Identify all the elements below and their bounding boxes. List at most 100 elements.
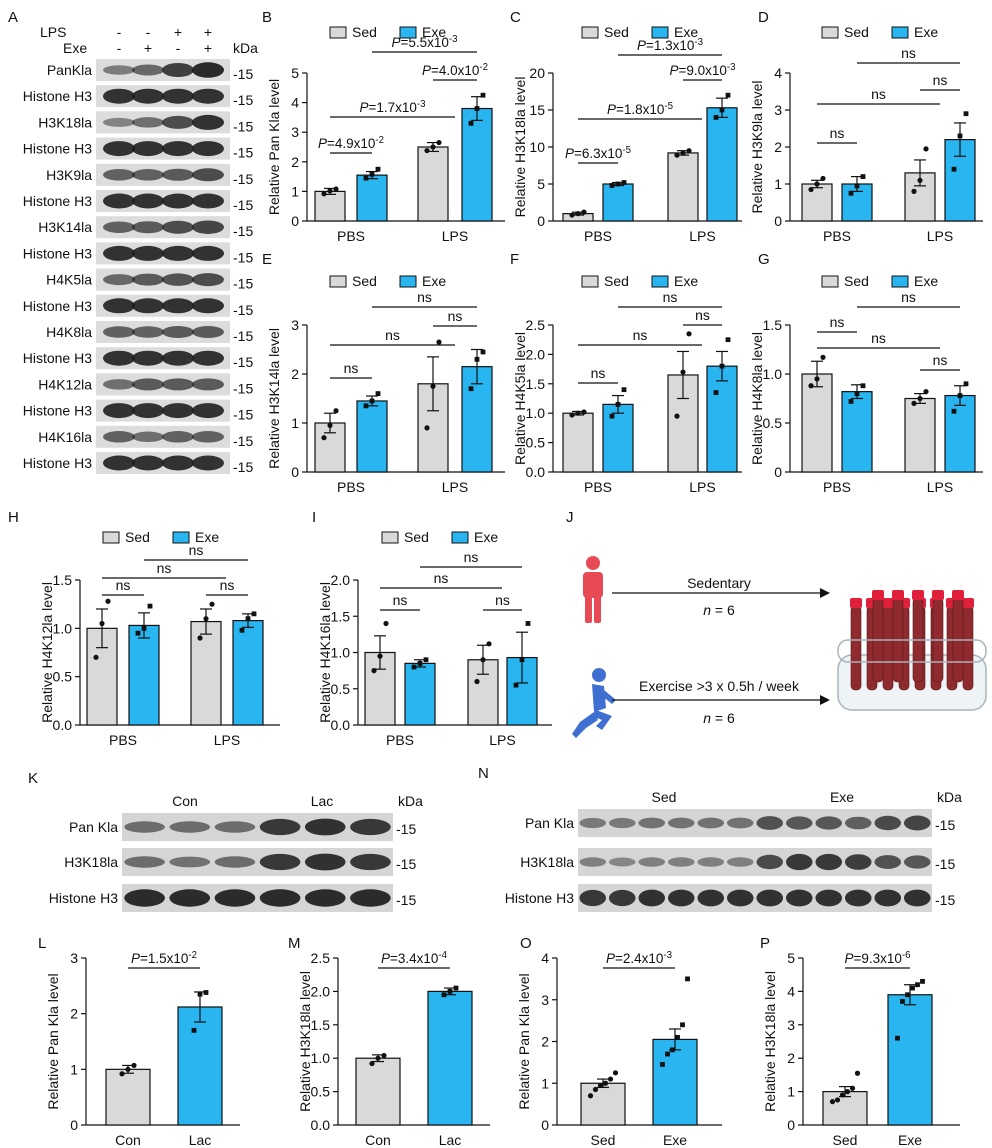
panel-label: L xyxy=(38,935,46,952)
y-tick-label: 1.5 xyxy=(331,608,351,624)
data-point xyxy=(719,107,725,113)
x-category-label: PBS xyxy=(337,228,365,244)
data-point xyxy=(820,354,826,360)
y-tick-label: 10 xyxy=(529,139,545,155)
legend-swatch-exe xyxy=(891,275,909,288)
data-point xyxy=(411,664,417,670)
chart-d: Sed Exe 0 1 2 3 4 Relative H3K9la level PBS LPS ns… xyxy=(749,24,983,244)
legend-label-exe: Exe xyxy=(474,529,498,545)
blot-band xyxy=(103,245,135,261)
blot-band xyxy=(259,818,301,836)
data-point xyxy=(363,175,369,181)
data-point xyxy=(674,413,680,419)
blot-row-label: Histone H3 xyxy=(23,88,92,104)
data-point xyxy=(844,1089,851,1095)
blot-k: Con Lac kDa Pan Kla -15 H3K18la -15 Histone H3 -… xyxy=(49,793,423,912)
data-point xyxy=(675,1034,680,1040)
data-point xyxy=(480,92,486,98)
data-point xyxy=(321,435,327,441)
x-category-label: PBS xyxy=(109,732,137,748)
blot-row-label: H4K5la xyxy=(46,272,92,288)
kda-marker: -15 xyxy=(396,892,416,908)
ns-label: ns xyxy=(116,577,131,593)
y-axis-label: Relative Pan Kla level xyxy=(45,973,61,1109)
data-point xyxy=(814,376,820,382)
blot-band xyxy=(162,141,194,157)
legend-swatch-exe xyxy=(651,275,669,288)
data-point xyxy=(951,166,957,172)
blot-band xyxy=(132,403,164,419)
data-point xyxy=(369,1060,375,1067)
legend-swatch-exe xyxy=(891,26,909,39)
y-tick-label: 4 xyxy=(774,65,782,81)
legend-label-exe: Exe xyxy=(914,273,938,289)
data-point xyxy=(327,422,333,429)
data-point xyxy=(911,400,917,406)
y-axis-label: Relative H3K9la level xyxy=(749,80,765,213)
data-point xyxy=(587,1093,594,1099)
p-value-label: P=6.3x10-5 xyxy=(565,145,631,161)
x-category-label: PBS xyxy=(584,479,612,495)
y-tick-label: 4 xyxy=(291,95,299,111)
data-point xyxy=(597,1082,604,1088)
ns-label: ns xyxy=(417,289,432,305)
data-point xyxy=(713,115,719,120)
exercise-n-label: n = 6 xyxy=(703,710,735,726)
group-label: Sed xyxy=(652,789,677,805)
y-tick-label: 4 xyxy=(787,983,795,999)
y-tick-label: 3 xyxy=(787,1017,795,1033)
p-value-label: P=1.8x10-5 xyxy=(607,101,673,117)
kda-marker: -15 xyxy=(233,433,253,449)
blot-band xyxy=(192,141,224,157)
blot-band xyxy=(350,818,391,836)
blood-tube-rack-icon xyxy=(837,590,987,711)
y-tick-label: 5 xyxy=(787,950,795,966)
chart-b: Sed Exe 0 1 2 3 4 5 Relative Pan Kla level PBS LPS… xyxy=(266,24,505,244)
y-tick-label: 1.5 xyxy=(53,572,73,588)
ns-label: ns xyxy=(633,327,648,343)
legend-label-exe: Exe xyxy=(195,529,219,545)
y-tick-label: 0.5 xyxy=(526,435,546,451)
data-point xyxy=(895,1035,900,1041)
blot-band xyxy=(192,220,224,234)
blot-band xyxy=(638,889,666,907)
y-tick-label: 1.0 xyxy=(526,405,546,421)
kda-marker: -15 xyxy=(396,856,416,872)
y-tick-label: 1 xyxy=(541,1075,549,1091)
blot-band xyxy=(103,193,135,209)
bar xyxy=(652,1038,698,1126)
legend-label-sed: Sed xyxy=(352,24,377,40)
blot-band xyxy=(259,889,301,907)
lps-sign: + xyxy=(174,24,182,40)
data-point xyxy=(480,349,486,355)
blot-band xyxy=(103,379,135,390)
blot-band xyxy=(162,193,194,209)
data-point xyxy=(377,653,383,659)
lps-sign: - xyxy=(146,24,151,40)
blot-band xyxy=(903,855,931,869)
legend-label-exe: Exe xyxy=(674,24,698,40)
data-point xyxy=(453,985,459,991)
data-point xyxy=(525,621,531,626)
panel-label: J xyxy=(566,509,574,526)
blot-band xyxy=(903,889,931,907)
data-point xyxy=(680,369,686,375)
data-point xyxy=(854,1070,861,1076)
p-value-label: P=9.0x10-3 xyxy=(669,62,735,78)
x-category-label: PBS xyxy=(823,228,851,244)
y-tick-label: 0 xyxy=(787,1117,795,1133)
blot-band xyxy=(132,273,164,286)
data-point xyxy=(474,678,480,685)
data-point xyxy=(911,188,917,194)
blot-band xyxy=(192,62,224,78)
data-point xyxy=(719,363,725,369)
y-tick-label: 0 xyxy=(537,213,545,229)
data-point xyxy=(910,985,915,991)
data-point xyxy=(963,111,969,117)
kda-marker: -15 xyxy=(233,223,253,239)
legend-label-sed: Sed xyxy=(604,24,629,40)
data-point xyxy=(383,620,389,627)
